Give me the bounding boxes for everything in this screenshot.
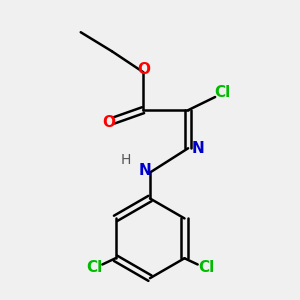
Text: Cl: Cl [86,260,102,275]
Text: O: O [138,62,151,77]
Text: N: N [191,141,204,156]
Text: Cl: Cl [198,260,214,275]
Text: H: H [121,153,131,167]
Text: O: O [102,115,115,130]
Text: N: N [138,163,151,178]
Text: Cl: Cl [214,85,231,100]
